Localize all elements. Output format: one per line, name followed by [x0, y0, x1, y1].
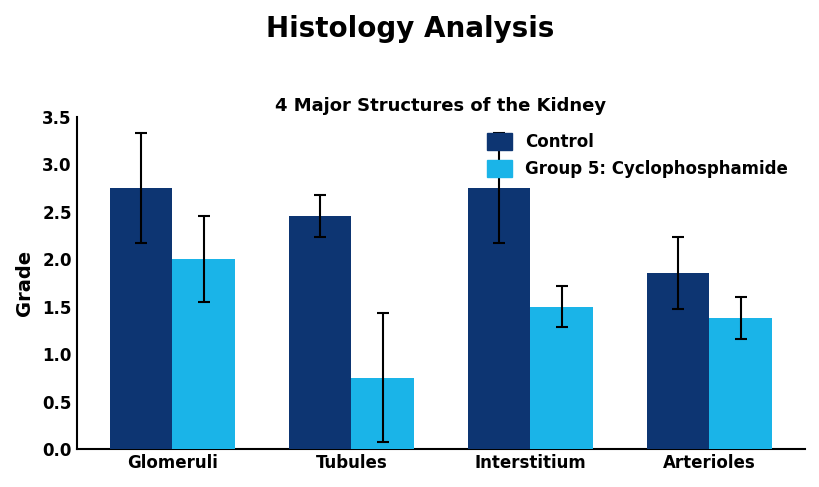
- Bar: [646, 273, 708, 449]
- Bar: [172, 259, 235, 449]
- Bar: [351, 378, 414, 449]
- Legend: Control, Group 5: Cyclophosphamide: Control, Group 5: Cyclophosphamide: [478, 125, 796, 186]
- Bar: [467, 188, 530, 449]
- Bar: [110, 188, 172, 449]
- Text: Histology Analysis: Histology Analysis: [265, 15, 554, 42]
- Y-axis label: Grade: Grade: [15, 250, 34, 316]
- Title: 4 Major Structures of the Kidney: 4 Major Structures of the Kidney: [275, 97, 606, 115]
- Bar: [530, 307, 592, 449]
- Bar: [708, 318, 771, 449]
- Bar: [288, 216, 351, 449]
